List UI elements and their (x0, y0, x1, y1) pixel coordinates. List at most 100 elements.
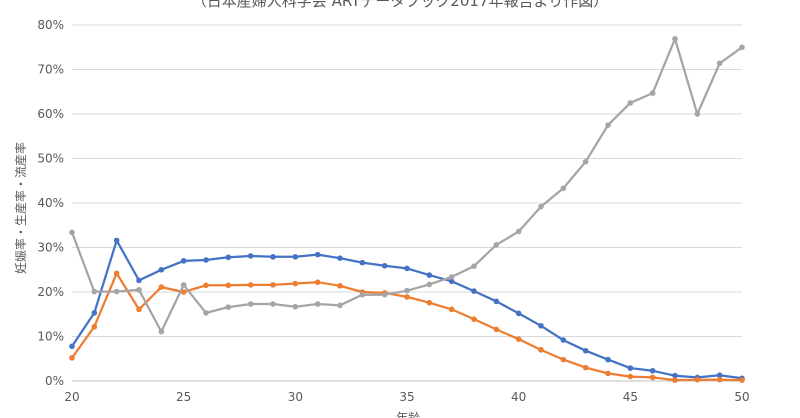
data-point (337, 255, 343, 261)
data-point (180, 289, 187, 295)
data-point (582, 364, 589, 371)
data-point (91, 323, 98, 330)
tick-labels: 0% 10% 20% 30% 40% 50% 60% 70% 80% 20 25 30 35 40 45 50 (37, 18, 749, 404)
data-point (448, 274, 455, 280)
series-3 (69, 35, 745, 335)
series-2 (69, 270, 745, 383)
data-point (426, 299, 433, 306)
data-point (649, 367, 656, 374)
data-point (716, 376, 723, 383)
data-point (538, 347, 544, 353)
data-point (582, 347, 589, 354)
data-point (203, 310, 209, 316)
data-point (91, 310, 98, 316)
data-point (404, 294, 410, 300)
y-tick-label: 30% (37, 241, 64, 255)
data-point (560, 185, 567, 192)
x-tick-label: 35 (399, 390, 414, 404)
data-point (136, 277, 142, 284)
data-point (136, 286, 142, 293)
y-tick-label: 40% (37, 196, 64, 210)
data-point (113, 237, 120, 244)
data-point (493, 298, 500, 305)
chart-title: （日本産婦人科学会 ARTデータブック2017年報告より作図） (192, 0, 608, 10)
data-point (292, 280, 299, 287)
x-axis-title: 年齢 (396, 410, 420, 418)
data-point (292, 254, 299, 260)
data-point (404, 287, 410, 294)
data-point (203, 282, 209, 289)
data-point (247, 301, 254, 307)
data-point (471, 288, 477, 294)
data-point (314, 301, 321, 307)
data-point (225, 254, 232, 261)
y-tick-label: 0% (45, 374, 64, 388)
data-point (180, 282, 187, 288)
data-point (493, 326, 500, 333)
data-point (69, 343, 75, 350)
data-point (493, 242, 500, 248)
data-point (292, 303, 299, 310)
data-point (270, 301, 276, 307)
data-point (560, 337, 567, 343)
y-tick-label: 20% (37, 285, 64, 299)
data-point (158, 284, 165, 290)
data-point (69, 355, 75, 361)
data-point (716, 60, 723, 67)
y-tick-label: 80% (37, 18, 64, 32)
data-point (225, 304, 232, 310)
data-point (91, 288, 98, 295)
data-point (426, 281, 433, 288)
data-point (515, 228, 522, 235)
x-tick-label: 50 (734, 390, 749, 404)
y-tick-label: 60% (37, 107, 64, 121)
data-point (605, 122, 611, 128)
data-point (627, 100, 634, 106)
data-point (694, 376, 701, 383)
y-tick-label: 50% (37, 152, 64, 166)
data-point (627, 365, 634, 371)
data-point (672, 377, 678, 383)
data-point (649, 90, 656, 96)
data-point (359, 291, 366, 298)
data-point (158, 328, 165, 335)
data-point (69, 229, 75, 236)
data-point (314, 251, 321, 258)
data-point (337, 282, 343, 289)
data-point (314, 279, 321, 286)
data-point (247, 253, 254, 259)
data-point (627, 373, 634, 380)
data-point (136, 306, 142, 313)
data-point (381, 291, 388, 298)
x-tick-label: 20 (64, 390, 79, 404)
data-point (225, 282, 232, 289)
x-tick-label: 25 (176, 390, 191, 404)
x-tick-label: 40 (511, 390, 526, 404)
data-point (672, 372, 678, 379)
data-point (716, 372, 723, 379)
data-point (113, 270, 120, 277)
data-point (538, 203, 544, 210)
data-point (605, 370, 611, 377)
data-point (448, 306, 455, 313)
data-point (560, 356, 567, 363)
series-1 (69, 237, 745, 382)
data-point (113, 288, 120, 295)
data-point (404, 265, 410, 272)
data-point (538, 323, 544, 329)
data-point (337, 302, 343, 309)
data-point (426, 272, 433, 278)
data-point (582, 158, 589, 165)
data-point (649, 374, 656, 381)
data-point (672, 35, 678, 42)
y-axis-title: 妊娠率・生産率・流産率 (13, 142, 28, 274)
data-point (739, 44, 745, 51)
data-point (471, 316, 477, 322)
data-point (694, 111, 701, 117)
data-point (605, 356, 611, 363)
x-tick-label: 45 (623, 390, 638, 404)
y-tick-label: 70% (37, 63, 64, 77)
data-point (180, 258, 187, 264)
y-tick-label: 10% (37, 330, 64, 344)
